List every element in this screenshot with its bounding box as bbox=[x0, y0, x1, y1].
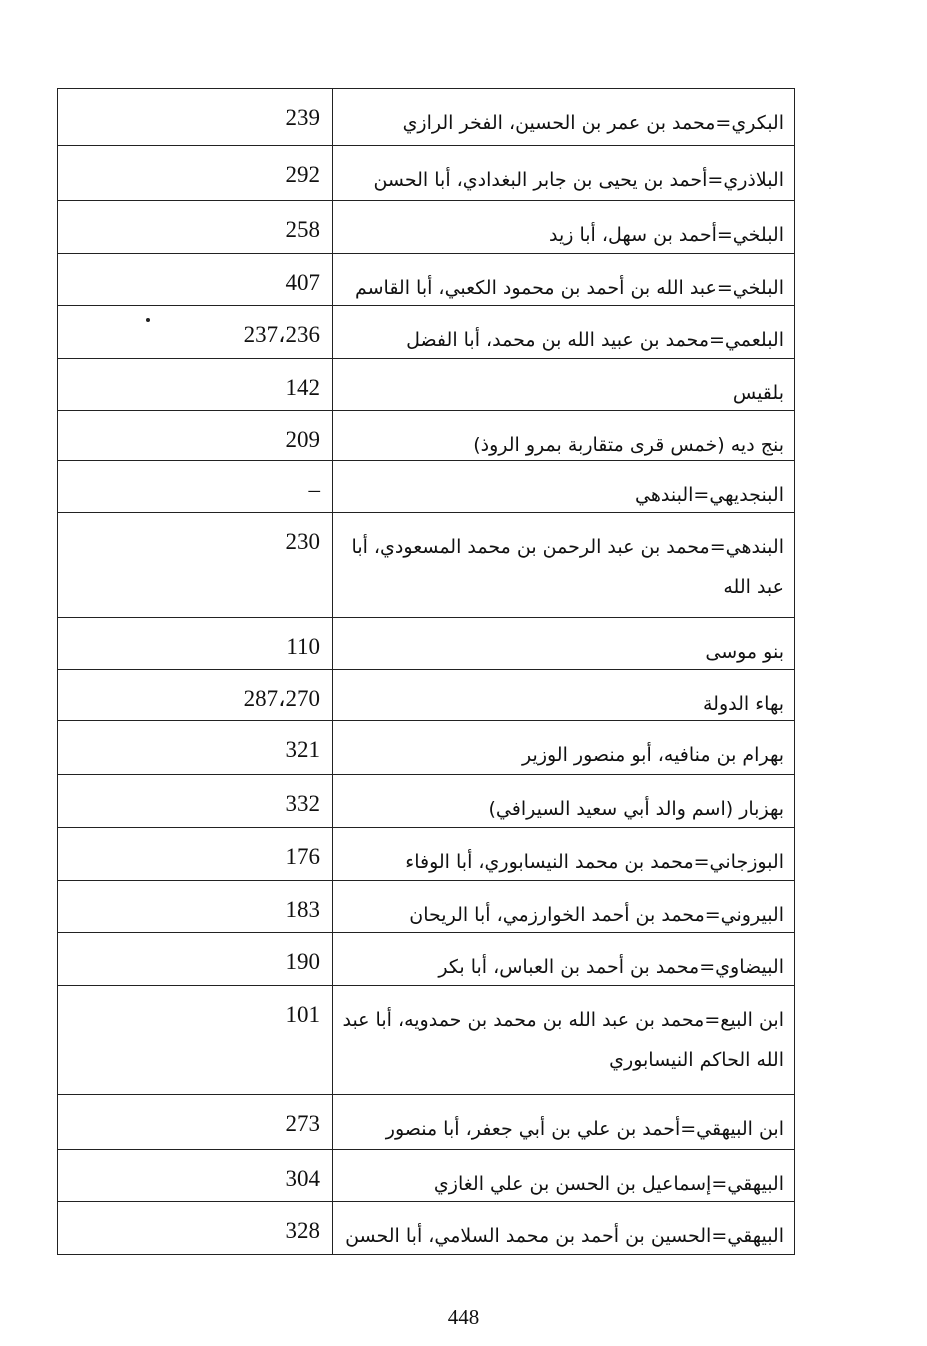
table-row: 328 البيهقي=الحسين بن أحمد بن محمد السلام… bbox=[58, 1202, 794, 1255]
table-row: 407 البلخي=عبد الله بن أحمد بن محمود الكع… bbox=[58, 254, 794, 306]
table-row: 304 البيهقي=إسماعيل بن الحسن بن علي الغاز… bbox=[58, 1150, 794, 1202]
table-row: 332 بهزبار (اسم والد أبي سعيد السيرافي) bbox=[58, 775, 794, 828]
page-refs: 321 bbox=[58, 721, 333, 774]
table-row: 321 بهرام بن منافيه، أبو منصور الوزير bbox=[58, 721, 794, 775]
page-refs-text: 230 bbox=[285, 529, 321, 554]
page-number: 448 bbox=[447, 1305, 480, 1329]
entry-name: بلقيس bbox=[732, 382, 784, 404]
page-refs: 407 bbox=[58, 254, 333, 305]
page-refs-text: 209 bbox=[285, 427, 321, 452]
table-row: 142 بلقيس bbox=[58, 359, 794, 411]
table-row: 190 البيضاوي=محمد بن أحمد بن العباس، أبا … bbox=[58, 933, 794, 986]
page-refs: 258 bbox=[58, 201, 333, 253]
page-refs-text: 110 bbox=[286, 634, 320, 659]
table-row: – البنجديهي=البندهي bbox=[58, 461, 794, 513]
page-refs: 110 bbox=[58, 618, 333, 669]
entry-name: بنج ديه (خمس قرى متقاربة بمرو الروذ) bbox=[473, 434, 784, 456]
entry-name: البكري=محمد بن عمر بن الحسين، الفخر الرا… bbox=[402, 112, 784, 134]
page-refs: 230 bbox=[58, 513, 333, 617]
table-row: 239 البكري=محمد بن عمر بن الحسين، الفخر ا… bbox=[58, 89, 794, 146]
page-refs-text: 176 bbox=[285, 844, 321, 869]
page-refs: 237،236 bbox=[58, 306, 333, 358]
entry-name: البلعمي=محمد بن عبيد الله بن محمد، أبا ا… bbox=[406, 329, 784, 351]
entry-name: البنجديهي=البندهي bbox=[635, 484, 784, 506]
entry-name: البلخي=عبد الله بن أحمد بن محمود الكعبي،… bbox=[354, 277, 784, 299]
page-refs: – bbox=[58, 461, 333, 512]
entry-name: بهرام بن منافيه، أبو منصور الوزير bbox=[522, 744, 784, 766]
page-refs: 287،270 bbox=[58, 670, 333, 720]
page-refs: 332 bbox=[58, 775, 333, 827]
page-refs-text: – bbox=[308, 477, 321, 502]
entry-name: البلاذري=أحمد بن يحيى بن جابر البغدادي، … bbox=[373, 169, 784, 191]
page-refs-text: 239 bbox=[285, 105, 321, 130]
table-row: 237،236 البلعمي=محمد بن عبيد الله بن محمد… bbox=[58, 306, 794, 359]
page-refs-text: 321 bbox=[285, 737, 321, 762]
page-refs: 142 bbox=[58, 359, 333, 410]
page-refs: 176 bbox=[58, 828, 333, 880]
page-refs: 304 bbox=[58, 1150, 333, 1201]
entry-name: بهاء الدولة bbox=[702, 693, 784, 715]
page-refs: 239 bbox=[58, 89, 333, 145]
index-table: 239 البكري=محمد بن عمر بن الحسين، الفخر ا… bbox=[57, 88, 795, 1255]
page-refs-text: 183 bbox=[285, 897, 321, 922]
page-refs: 183 bbox=[58, 881, 333, 932]
table-row: 176 البوزجاني=محمد بن محمد النيسابوري، أب… bbox=[58, 828, 794, 881]
page-refs: 190 bbox=[58, 933, 333, 985]
table-row: 273 ابن البيهقي=أحمد بن علي بن أبي جعفر، … bbox=[58, 1095, 794, 1150]
entry-name: ابن البيع=محمد بن عبد الله بن محمد بن حم… bbox=[342, 1009, 784, 1071]
page-refs-text: 328 bbox=[285, 1218, 321, 1243]
page-refs: 209 bbox=[58, 411, 333, 460]
entry-name: البيروني=محمد بن أحمد الخوارزمي، أبا الر… bbox=[409, 904, 784, 926]
page-refs-text: 407 bbox=[285, 270, 321, 295]
table-row: 258 البلخي=أحمد بن سهل، أبا زيد bbox=[58, 201, 794, 254]
page-refs: 101 bbox=[58, 986, 333, 1094]
page-refs-text: 142 bbox=[285, 375, 321, 400]
page-refs: 328 bbox=[58, 1202, 333, 1254]
page-refs-text: 190 bbox=[285, 949, 321, 974]
table-row: 110 بنو موسى bbox=[58, 618, 794, 670]
entry-name: البوزجاني=محمد بن محمد النيسابوري، أبا ا… bbox=[405, 851, 784, 873]
table-row: 183 البيروني=محمد بن أحمد الخوارزمي، أبا … bbox=[58, 881, 794, 933]
entry-name: البندهي=محمد بن عبد الرحمن بن محمد المسع… bbox=[351, 536, 784, 598]
entry-name: البيهقي=إسماعيل بن الحسن بن علي الغازي bbox=[433, 1173, 784, 1195]
page-refs: 273 bbox=[58, 1095, 333, 1149]
table-row: 292 البلاذري=أحمد بن يحيى بن جابر البغداد… bbox=[58, 146, 794, 201]
table-row: 230 البندهي=محمد بن عبد الرحمن بن محمد ال… bbox=[58, 513, 794, 618]
page-refs: 292 bbox=[58, 146, 333, 200]
entry-name: البيضاوي=محمد بن أحمد بن العباس، أبا بكر bbox=[438, 956, 784, 978]
table-row: 101 ابن البيع=محمد بن عبد الله بن محمد بن… bbox=[58, 986, 794, 1095]
page-refs-text: 101 bbox=[285, 1002, 321, 1027]
stray-mark bbox=[146, 318, 150, 322]
entry-name: البيهقي=الحسين بن أحمد بن محمد السلامي، … bbox=[345, 1225, 784, 1247]
entry-name: بنو موسى bbox=[705, 641, 784, 663]
table-row: 287،270 بهاء الدولة bbox=[58, 670, 794, 721]
page-refs-text: 332 bbox=[285, 791, 321, 816]
entry-name: البلخي=أحمد بن سهل، أبا زيد bbox=[549, 224, 784, 246]
page-refs-text: 287،270 bbox=[243, 686, 320, 711]
page-refs-text: 258 bbox=[285, 217, 321, 242]
page-refs-text: 237،236 bbox=[243, 322, 320, 347]
entry-name: بهزبار (اسم والد أبي سعيد السيرافي) bbox=[488, 798, 785, 820]
page-refs-text: 304 bbox=[285, 1166, 321, 1191]
page-refs-text: 292 bbox=[285, 162, 321, 187]
table-row: 209 بنج ديه (خمس قرى متقاربة بمرو الروذ) bbox=[58, 411, 794, 461]
page-refs-text: 273 bbox=[285, 1111, 321, 1136]
entry-name: ابن البيهقي=أحمد بن علي بن أبي جعفر، أبا… bbox=[385, 1118, 784, 1140]
